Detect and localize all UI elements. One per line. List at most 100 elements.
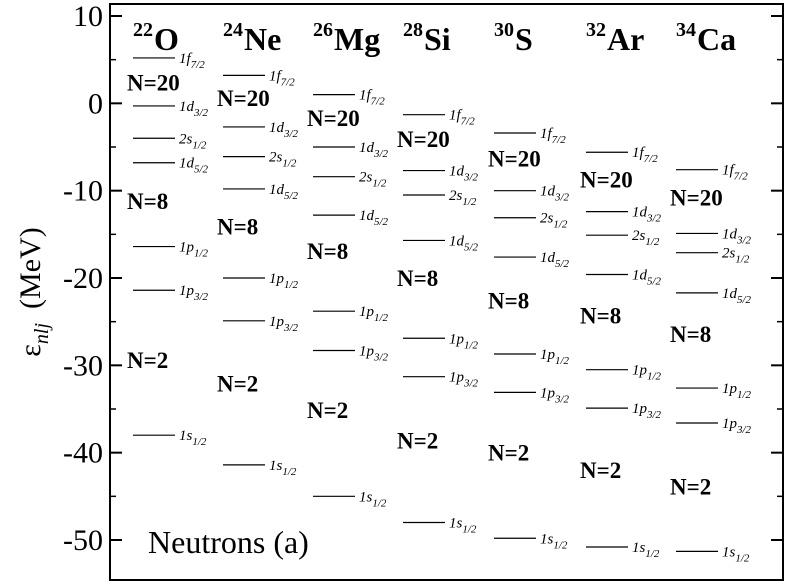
nucleus-symbol: Si	[424, 21, 451, 57]
magic-number-label: N=2	[488, 441, 529, 466]
nucleus-label: 28Si	[403, 19, 451, 57]
orbital-label: 1p3/2	[269, 314, 299, 334]
y-tick-label: -50	[63, 524, 103, 557]
nucleus-mass: 28	[403, 19, 423, 41]
orbital-label: 1s1/2	[359, 489, 387, 509]
nucleus-column-si: 28Si 1f7/2 1d3/2 2s1/2 1d5/2 1p1/2 1p3/2 1s1/2 N…	[397, 19, 479, 536]
orbital-label: 1f7/2	[179, 51, 205, 71]
orbital-label: 1d3/2	[540, 184, 570, 204]
magic-number-label: N=8	[217, 214, 258, 239]
nucleus-mass: 26	[313, 19, 333, 41]
orbital-label: 1f7/2	[449, 108, 475, 128]
plot-frame	[109, 3, 784, 581]
orbital-label: 1p3/2	[540, 385, 570, 405]
orbital-label: 1d3/2	[179, 99, 209, 119]
nucleus-label: 24Ne	[223, 19, 281, 57]
orbital-label: 1f7/2	[722, 163, 748, 183]
orbital-label: 1d3/2	[449, 164, 479, 184]
orbital-label: 1d5/2	[269, 182, 299, 202]
magic-number-label: N=2	[670, 475, 711, 500]
y-tick-label: 10	[73, 0, 103, 33]
magic-number-label: N=8	[670, 322, 711, 347]
nucleus-symbol: Ne	[244, 21, 281, 57]
orbital-label: 1f7/2	[540, 126, 566, 146]
orbital-label: 1s1/2	[632, 540, 660, 560]
orbital-label: 1p1/2	[449, 331, 479, 351]
orbital-label: 1p3/2	[632, 401, 662, 421]
orbital-label: 1d5/2	[449, 233, 479, 253]
orbital-label: 1d3/2	[269, 120, 299, 140]
nucleus-label: 22O	[133, 19, 179, 57]
y-axis: 10 0 -10 -20 -30 -40 -50	[63, 0, 783, 557]
magic-number-label: N=20	[127, 70, 180, 95]
orbital-label: 2s1/2	[359, 170, 387, 190]
nucleus-column-s: 30S 1f7/2 1d3/2 2s1/2 1d5/2 1p1/2 1p3/2 1s1/2 N=…	[488, 19, 570, 551]
orbital-label: 1d5/2	[722, 286, 752, 306]
nucleus-mass: 34	[676, 19, 696, 41]
orbital-label: 1p1/2	[632, 363, 662, 383]
y-tick-label: 0	[88, 87, 103, 120]
orbital-label: 2s1/2	[449, 188, 477, 208]
orbital-label: 1p3/2	[359, 343, 389, 363]
nucleus-label: 34Ca	[676, 19, 736, 57]
orbital-label: 1d5/2	[179, 156, 209, 176]
y-tick-label: -30	[63, 349, 103, 382]
orbital-label: 1s1/2	[449, 516, 477, 536]
y-axis-subscript: nlj	[31, 323, 53, 345]
nucleus-mass: 32	[586, 19, 606, 41]
nucleus-symbol: S	[515, 21, 533, 57]
orbital-label: 1d5/2	[540, 250, 570, 270]
magic-number-label: N=20	[307, 106, 360, 131]
orbital-label: 1p3/2	[722, 416, 752, 436]
orbital-label: 1s1/2	[722, 544, 750, 564]
orbital-label: 1d3/2	[632, 205, 662, 225]
orbital-label: 1p3/2	[449, 370, 479, 390]
y-axis-label: εnlj (MeV)	[14, 227, 53, 356]
nucleus-label: 26Mg	[313, 19, 380, 57]
orbital-label: 2s1/2	[540, 211, 568, 231]
orbital-label: 1p1/2	[540, 347, 570, 367]
orbital-label: 1d3/2	[359, 140, 389, 160]
magic-number-label: N=2	[307, 398, 348, 423]
magic-number-label: N=2	[580, 458, 621, 483]
orbital-label: 1f7/2	[632, 145, 658, 165]
magic-number-label: N=20	[397, 127, 450, 152]
orbital-label: 2s1/2	[179, 131, 207, 151]
orbital-label: 2s1/2	[269, 150, 297, 170]
orbital-label: 2s1/2	[722, 246, 750, 266]
orbital-label: 1p3/2	[179, 283, 209, 303]
magic-number-label: N=2	[127, 348, 168, 373]
nucleus-column-ne: 24Ne 1f7/2 1d3/2 2s1/2 1d5/2 1p1/2 1p3/2 1s1/2 N…	[217, 19, 299, 478]
y-axis-symbol: ε	[14, 344, 47, 357]
nucleus-column-mg: 26Mg 1f7/2 1d3/2 2s1/2 1d5/2 1p1/2 1p3/2 1s1/2 N…	[307, 19, 389, 509]
orbital-label: 1p1/2	[359, 304, 389, 324]
nucleus-symbol: Ar	[607, 21, 644, 57]
orbital-label: 1d5/2	[632, 268, 662, 288]
magic-number-label: N=8	[307, 239, 348, 264]
nucleus-symbol: Mg	[334, 21, 380, 57]
chart-annotation: Neutrons (a)	[148, 524, 309, 560]
y-axis-unit: (MeV)	[14, 227, 47, 309]
magic-number-label: N=20	[217, 86, 270, 111]
orbital-label: 1p1/2	[179, 240, 209, 260]
orbital-label: 1p1/2	[269, 271, 299, 291]
nucleus-label: 30S	[494, 19, 533, 57]
nucleus-symbol: Ca	[697, 21, 736, 57]
magic-number-label: N=8	[397, 266, 438, 291]
orbital-label: 1s1/2	[540, 531, 568, 551]
magic-number-label: N=2	[217, 372, 258, 397]
nucleus-column-ar: 32Ar 1f7/2 1d3/2 2s1/2 1d5/2 1p1/2 1p3/2 1s1/2 N…	[580, 19, 662, 560]
orbital-label: 1f7/2	[269, 68, 295, 88]
nucleus-symbol: O	[154, 21, 179, 57]
magic-number-label: N=20	[580, 167, 633, 192]
nucleus-label: 32Ar	[586, 19, 644, 57]
nucleus-mass: 22	[133, 19, 153, 41]
y-tick-label: -10	[63, 175, 103, 208]
orbital-label: 1d5/2	[359, 208, 389, 228]
nucleus-mass: 24	[223, 19, 243, 41]
magic-number-label: N=2	[397, 428, 438, 453]
nuclei-columns: 22O1f7/21d3/22s1/21d5/21p1/21p3/21s1/2N=…	[127, 19, 752, 564]
magic-number-label: N=8	[127, 189, 168, 214]
orbital-label: 1p1/2	[722, 381, 752, 401]
